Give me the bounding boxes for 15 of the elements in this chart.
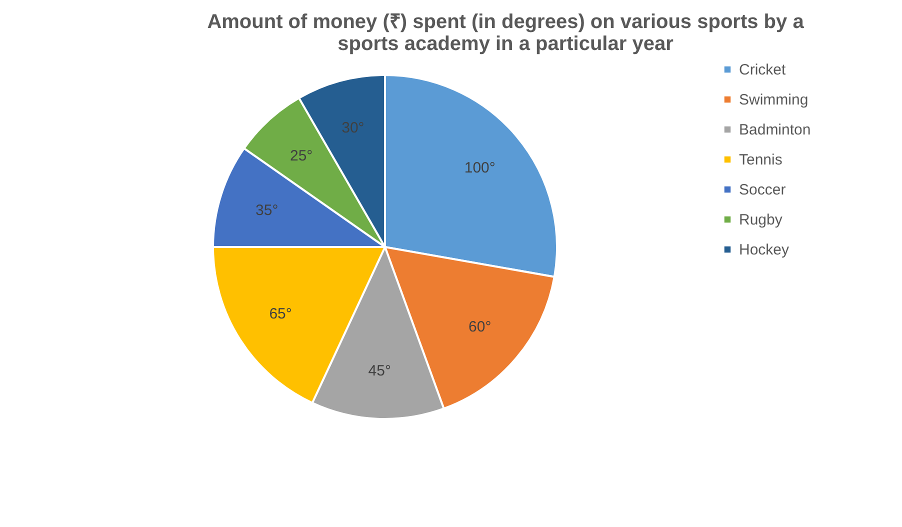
data-label: 100° bbox=[464, 159, 496, 176]
legend-label: Cricket bbox=[739, 62, 786, 78]
data-label: 60° bbox=[468, 318, 492, 336]
legend-label: Rugby bbox=[739, 212, 783, 228]
data-label: 25° bbox=[290, 148, 313, 165]
data-label: 65° bbox=[269, 306, 292, 323]
legend-label: Soccer bbox=[739, 182, 786, 198]
legend-label: Hockey bbox=[739, 242, 790, 258]
legend-label: Tennis bbox=[739, 152, 782, 168]
chart-title: Amount of money (₹) spent (in degrees) on various sports by a sports academy in a particular year bbox=[207, 11, 805, 55]
data-label: 45° bbox=[368, 362, 391, 380]
data-label: 30° bbox=[342, 119, 364, 136]
legend-label: Swimming bbox=[739, 92, 808, 108]
legend-label: Badminton bbox=[739, 122, 811, 138]
data-label: 35° bbox=[256, 202, 278, 219]
